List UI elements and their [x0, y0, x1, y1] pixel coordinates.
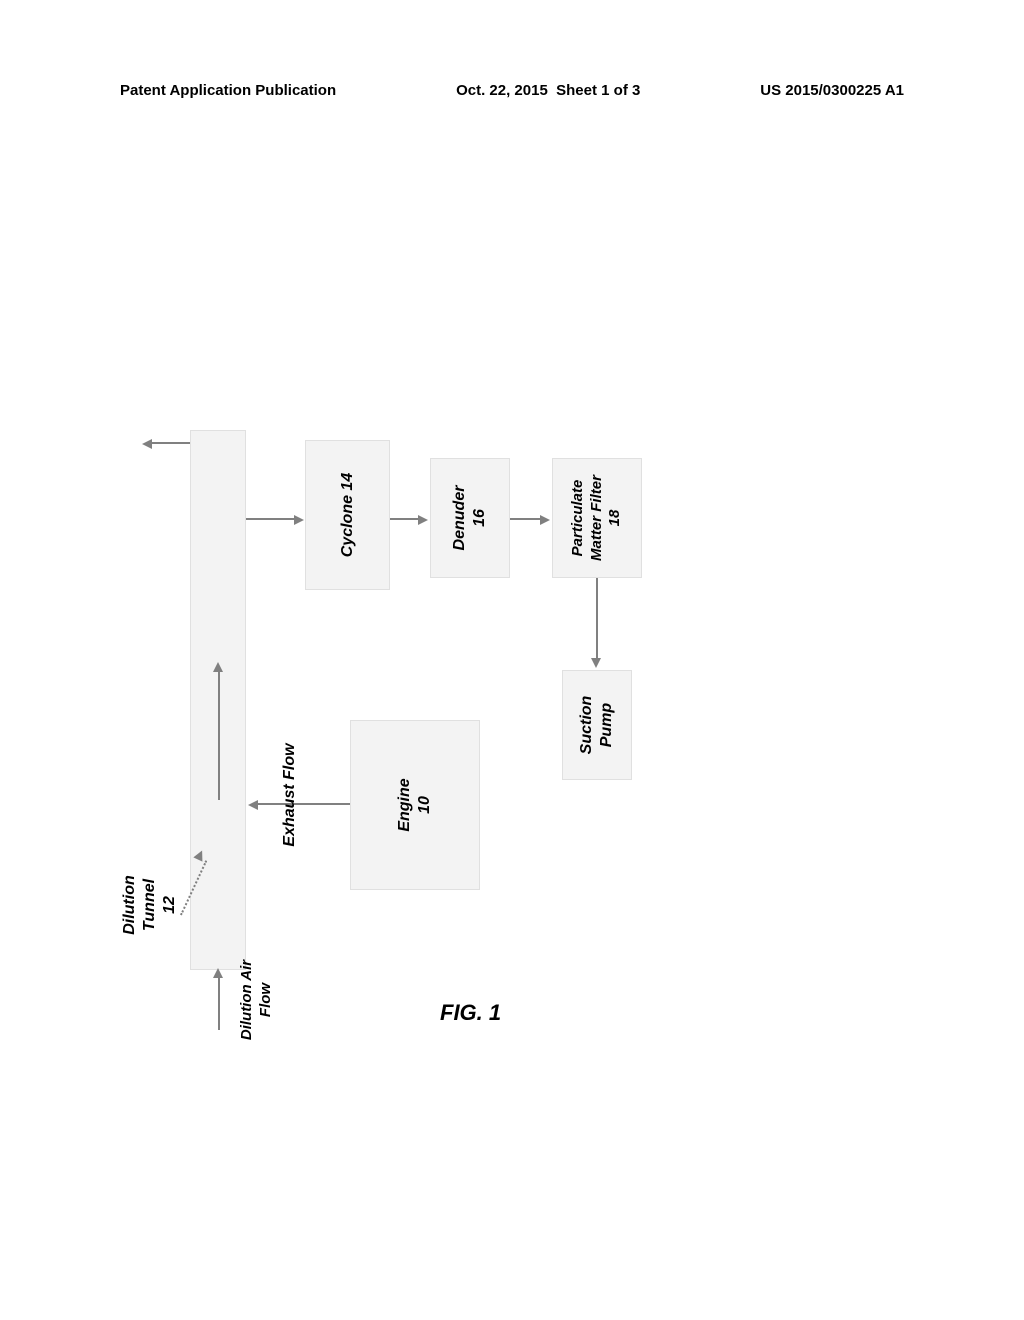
header-left: Patent Application Publication: [120, 82, 336, 99]
tunnel-to-cyclone-arrowhead: [294, 515, 304, 525]
header-center: Oct. 22, 2015 Sheet 1 of 3: [456, 82, 640, 99]
dilution-air-arrow: [218, 975, 220, 1030]
exhaust-flow-arrowhead: [213, 662, 223, 672]
excess-out-arrow: [150, 442, 190, 444]
engine-text: Engine 10: [395, 778, 435, 831]
diagram-area: Dilution Tunnel 12 Dilution Air Flow Eng…: [130, 280, 850, 1040]
cyclone-to-denuder-arrow: [390, 518, 420, 520]
engine-to-tunnel-arrow: [256, 803, 350, 805]
exhaust-flow-arrow: [218, 670, 220, 800]
filter-to-pump-h: [596, 578, 598, 660]
filter-to-pump-arrowhead: [591, 658, 601, 668]
denuder-to-filter-arrow: [510, 518, 542, 520]
denuder-to-filter-arrowhead: [540, 515, 550, 525]
page-header: Patent Application Publication Oct. 22, …: [0, 82, 1024, 99]
denuder-text: Denuder 16: [450, 486, 490, 551]
diagram-inner: Dilution Tunnel 12 Dilution Air Flow Eng…: [130, 280, 890, 1000]
dilution-air-flow-label: Dilution Air Flow: [238, 940, 276, 1060]
filter-text: Particulate Matter Filter 18: [569, 475, 625, 561]
exhaust-flow-label: Exhaust Flow: [280, 735, 300, 855]
pump-box: Suction Pump: [562, 670, 632, 780]
cyclone-text: Cyclone 14: [338, 473, 358, 557]
excess-out-arrowhead: [142, 439, 152, 449]
engine-to-tunnel-arrowhead: [248, 800, 258, 810]
engine-box: Engine 10: [350, 720, 480, 890]
figure-label: FIG. 1: [440, 1000, 501, 1026]
dilution-air-arrowhead: [213, 968, 223, 978]
header-right: US 2015/0300225 A1: [760, 82, 904, 99]
cyclone-box: Cyclone 14: [305, 440, 390, 590]
tunnel-to-cyclone-arrow: [246, 518, 296, 520]
denuder-box: Denuder 16: [430, 458, 510, 578]
pump-text: Suction Pump: [577, 696, 617, 755]
filter-box: Particulate Matter Filter 18: [552, 458, 642, 578]
dilution-tunnel-label: Dilution Tunnel 12: [120, 850, 180, 960]
cyclone-to-denuder-arrowhead: [418, 515, 428, 525]
